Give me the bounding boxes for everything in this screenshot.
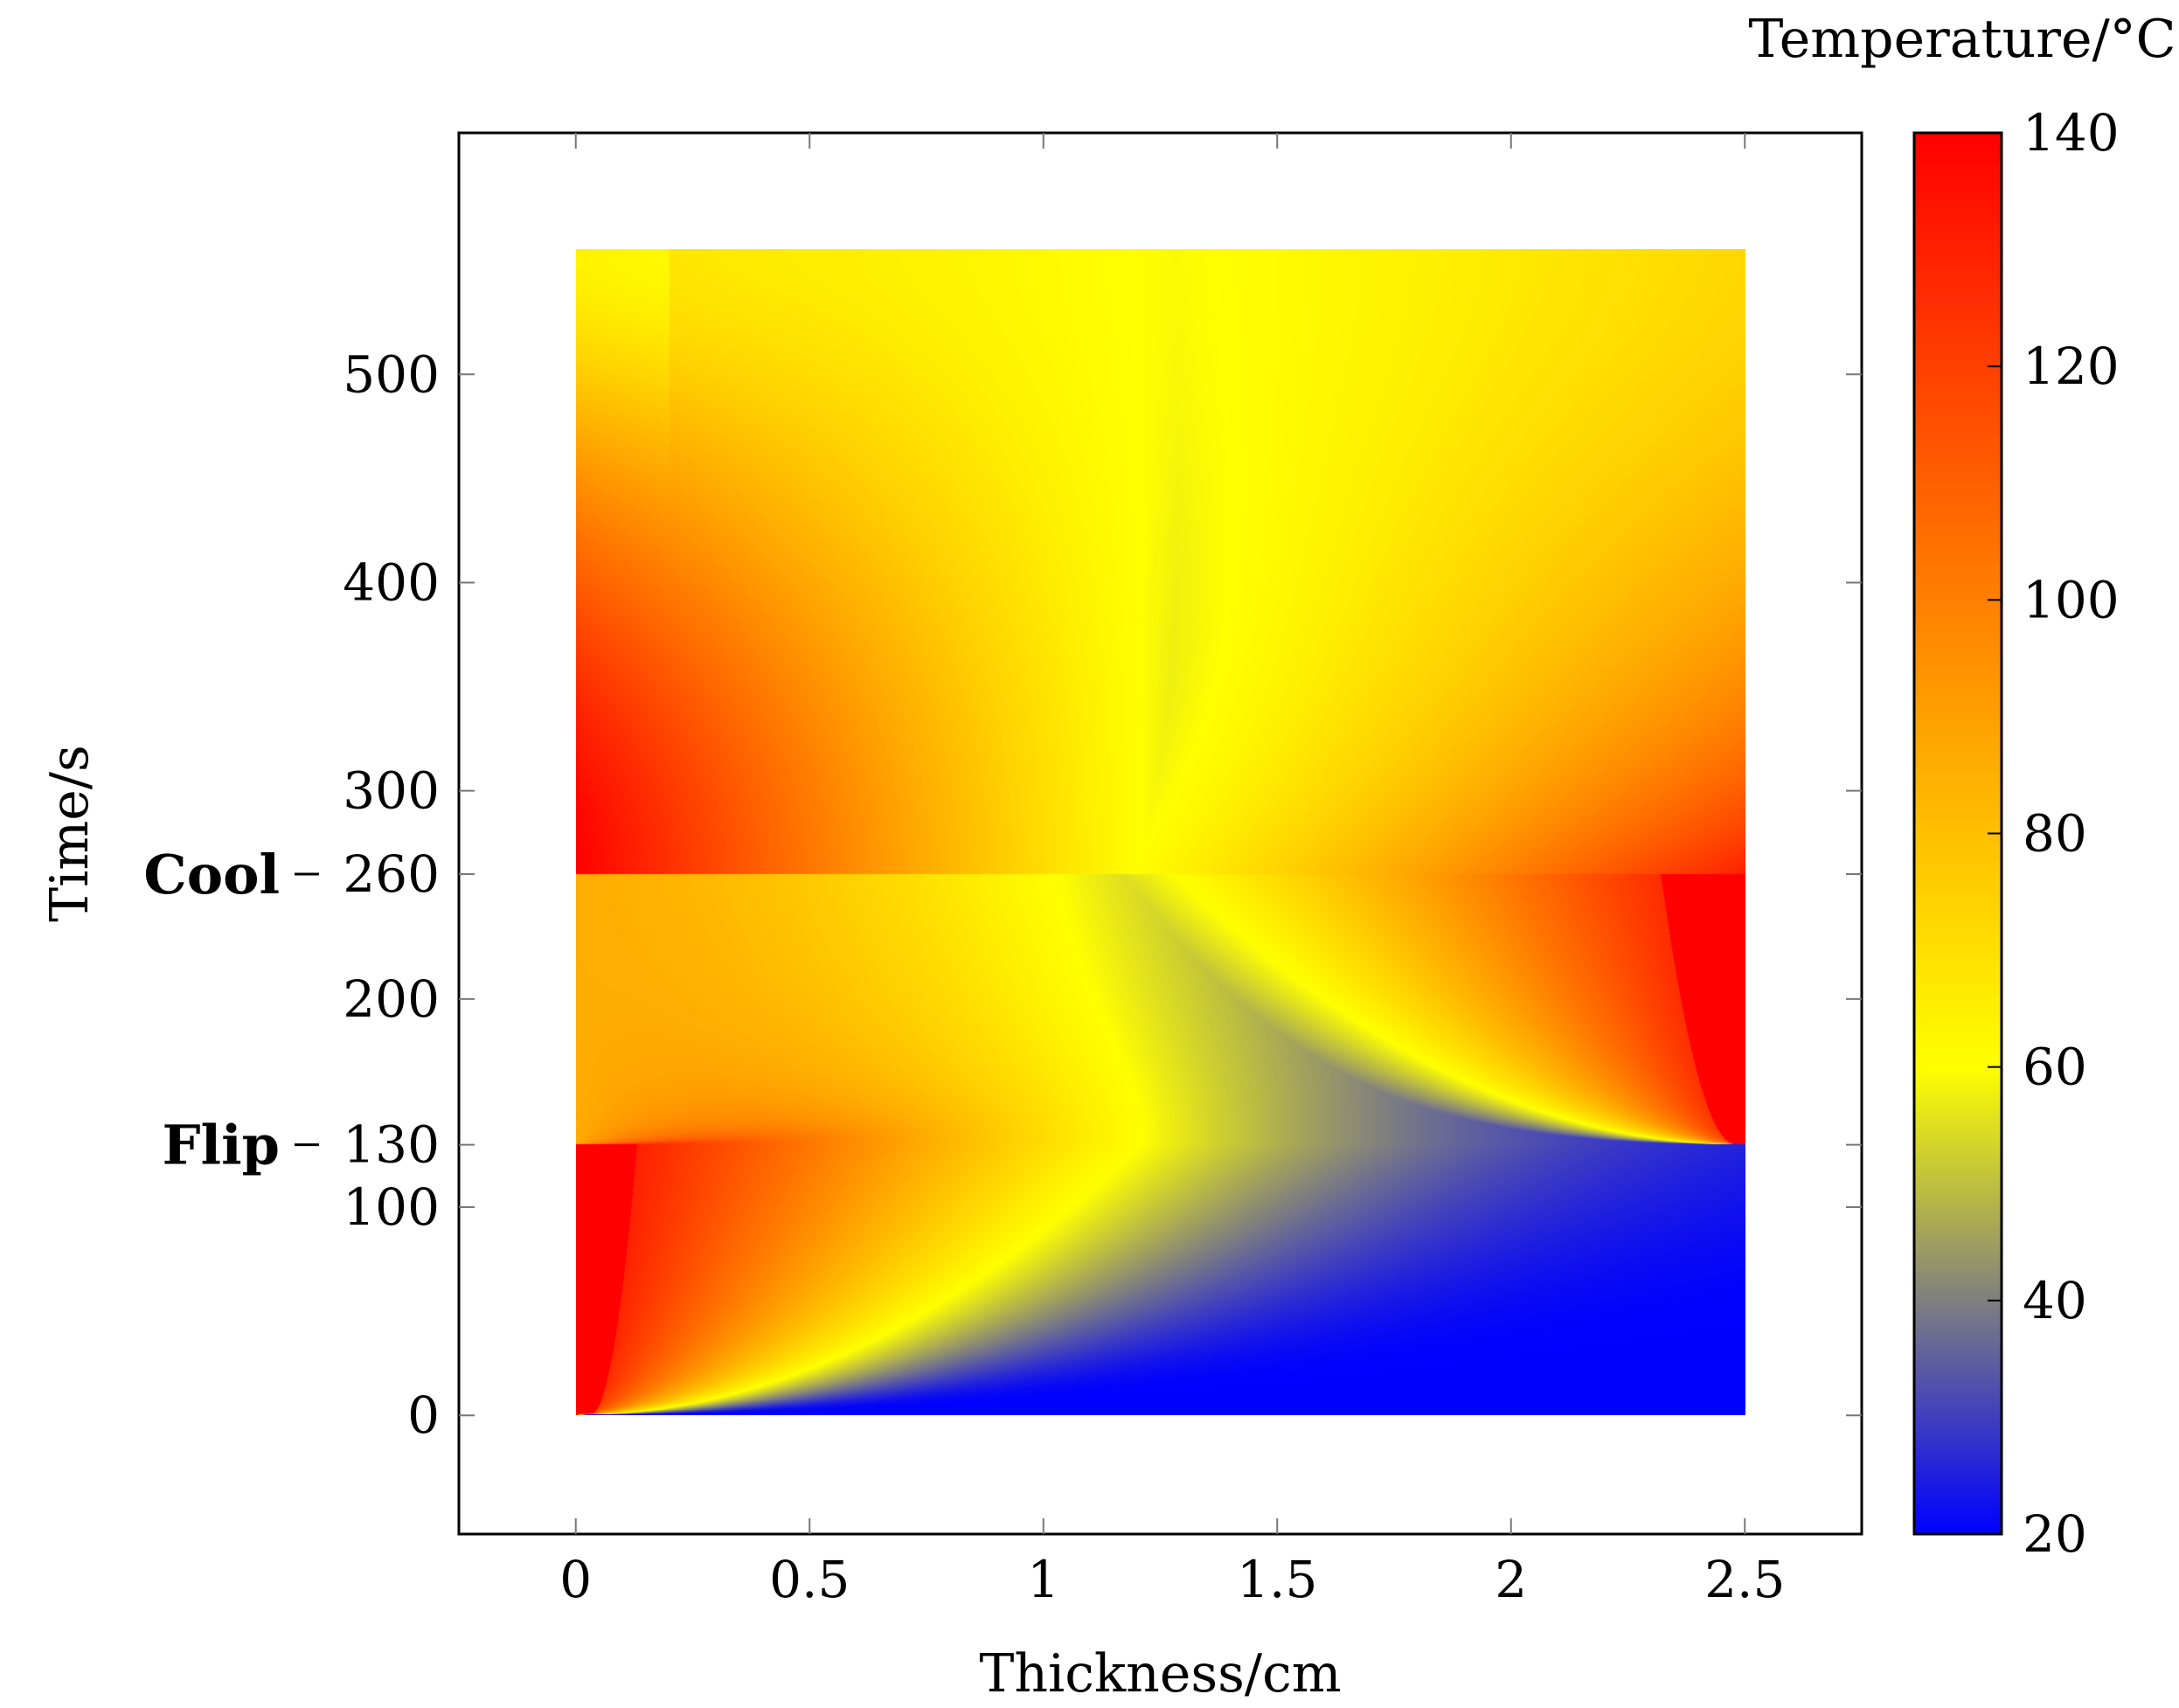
y-tick-label: 0 <box>407 1385 440 1445</box>
colorbar-tick-label: 80 <box>2023 804 2087 864</box>
y-tick-label: 300 <box>343 761 440 821</box>
colorbar-tick-label: 120 <box>2023 337 2120 396</box>
colorbar-label: Temperature/°C <box>1748 9 2176 70</box>
y-tick-label: 100 <box>343 1177 440 1237</box>
colorbar-tick-label: 60 <box>2023 1038 2087 1097</box>
x-tick-label: 2 <box>1495 1550 1527 1609</box>
annotation-label: Cool <box>143 843 280 906</box>
y-tick-label: 400 <box>343 552 440 612</box>
colorbar-tick-label: 20 <box>2023 1504 2087 1564</box>
axes-layer: 0 0.5 1 1.5 2 2.50100130200260300400500FlipCo… <box>143 103 2119 1609</box>
colorbar-tick-label: 100 <box>2023 570 2120 629</box>
y-axis-label: Time/s <box>39 745 101 922</box>
colorbar-tick-label: 140 <box>2023 103 2120 163</box>
x-tick-label: 1 <box>1027 1550 1059 1609</box>
x-tick-label: 2.5 <box>1704 1550 1785 1609</box>
x-tick-label: 1.5 <box>1237 1550 1317 1609</box>
x-axis-label: Thickness/cm <box>979 1643 1341 1705</box>
y-tick-label: 260 <box>343 844 440 904</box>
colorbar-gradient <box>1914 133 2002 1534</box>
annotation-label: Flip <box>163 1114 280 1177</box>
heatmap-image <box>576 249 1745 1415</box>
y-tick-label: 130 <box>343 1115 440 1175</box>
y-tick-label: 500 <box>343 344 440 404</box>
plot-frame <box>457 131 1863 1536</box>
x-tick-label: 0 <box>559 1550 592 1609</box>
y-tick-label: 200 <box>343 969 440 1029</box>
colorbar-tick-label: 40 <box>2023 1271 2087 1330</box>
x-tick-label: 0.5 <box>769 1550 850 1609</box>
